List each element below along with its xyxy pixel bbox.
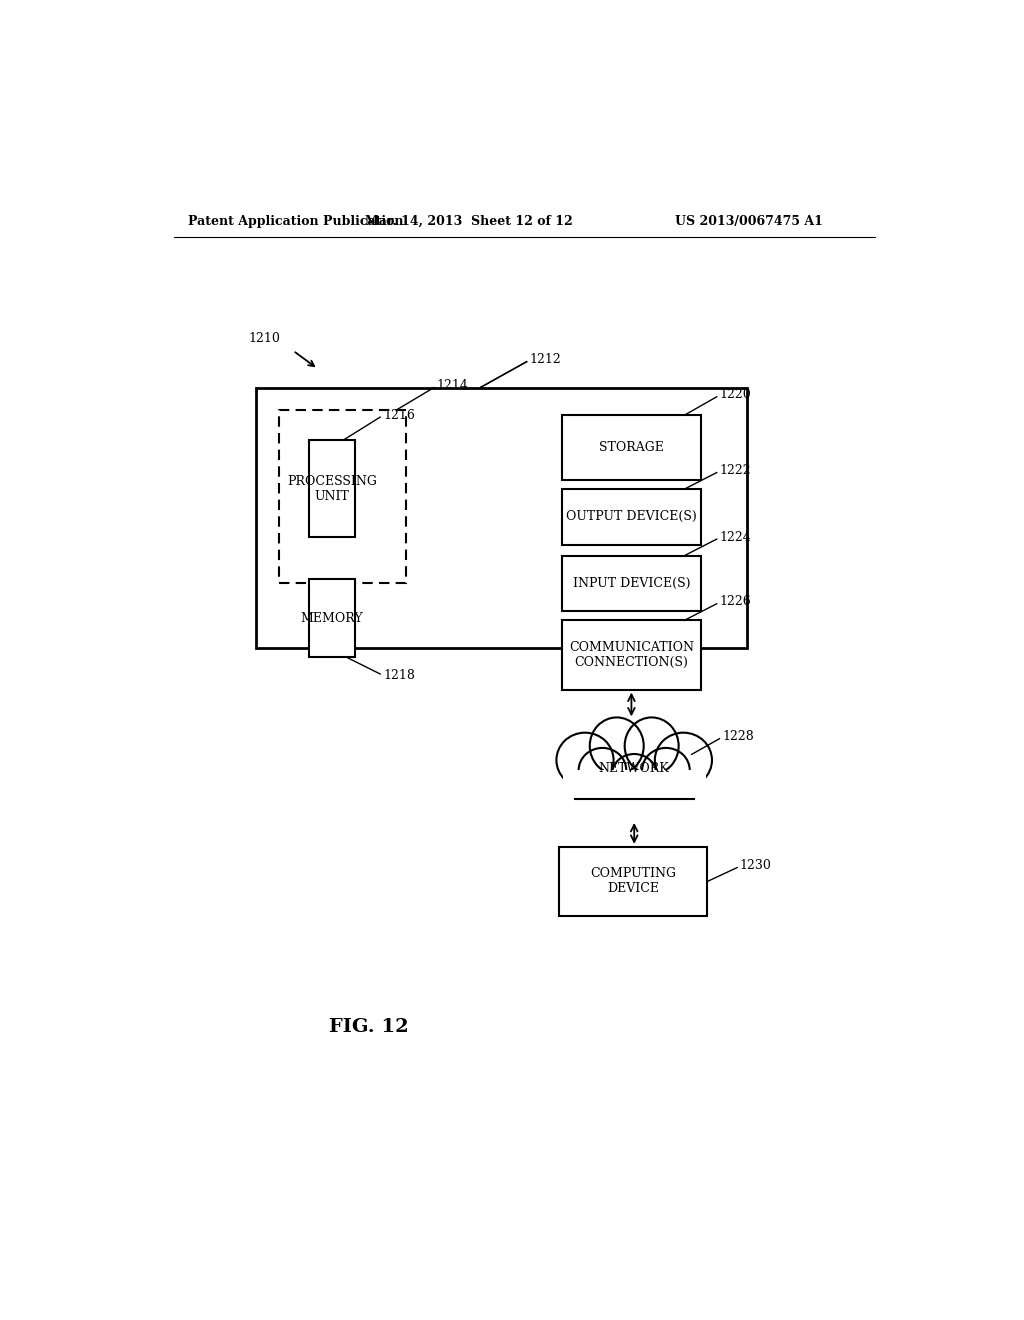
- Text: 1228: 1228: [722, 730, 754, 743]
- Text: Patent Application Publication: Patent Application Publication: [188, 215, 403, 228]
- Ellipse shape: [556, 733, 613, 788]
- Text: FIG. 12: FIG. 12: [330, 1018, 409, 1036]
- FancyBboxPatch shape: [562, 490, 701, 545]
- Text: INPUT DEVICE(S): INPUT DEVICE(S): [572, 577, 690, 590]
- Text: 1224: 1224: [720, 531, 752, 544]
- FancyBboxPatch shape: [559, 847, 708, 916]
- Ellipse shape: [625, 718, 679, 775]
- Text: MEMORY: MEMORY: [301, 611, 364, 624]
- Text: 1214: 1214: [436, 379, 469, 392]
- Text: NETWORK: NETWORK: [599, 762, 670, 775]
- Text: STORAGE: STORAGE: [599, 441, 664, 454]
- Text: PROCESSING
UNIT: PROCESSING UNIT: [287, 475, 377, 503]
- Ellipse shape: [642, 748, 690, 792]
- Text: Mar. 14, 2013  Sheet 12 of 12: Mar. 14, 2013 Sheet 12 of 12: [366, 215, 573, 228]
- Ellipse shape: [579, 748, 627, 792]
- FancyBboxPatch shape: [280, 409, 407, 583]
- Text: 1218: 1218: [383, 669, 415, 682]
- Text: 1226: 1226: [720, 595, 752, 609]
- Text: COMPUTING
DEVICE: COMPUTING DEVICE: [590, 867, 676, 895]
- Text: US 2013/0067475 A1: US 2013/0067475 A1: [675, 215, 823, 228]
- Ellipse shape: [654, 733, 712, 788]
- FancyBboxPatch shape: [309, 441, 355, 537]
- FancyBboxPatch shape: [256, 388, 748, 648]
- FancyBboxPatch shape: [563, 771, 706, 799]
- Ellipse shape: [612, 754, 656, 795]
- FancyBboxPatch shape: [562, 556, 701, 611]
- Text: COMMUNICATION
CONNECTION(S): COMMUNICATION CONNECTION(S): [569, 642, 694, 669]
- FancyBboxPatch shape: [309, 579, 355, 657]
- Text: 1212: 1212: [529, 354, 561, 367]
- Text: 1220: 1220: [720, 388, 752, 401]
- FancyBboxPatch shape: [562, 620, 701, 689]
- Text: 1216: 1216: [383, 409, 415, 422]
- Text: 1222: 1222: [720, 465, 752, 478]
- Text: 1210: 1210: [249, 333, 281, 345]
- Text: OUTPUT DEVICE(S): OUTPUT DEVICE(S): [566, 511, 696, 524]
- FancyBboxPatch shape: [562, 416, 701, 480]
- Text: 1230: 1230: [740, 859, 772, 873]
- Ellipse shape: [590, 718, 644, 775]
